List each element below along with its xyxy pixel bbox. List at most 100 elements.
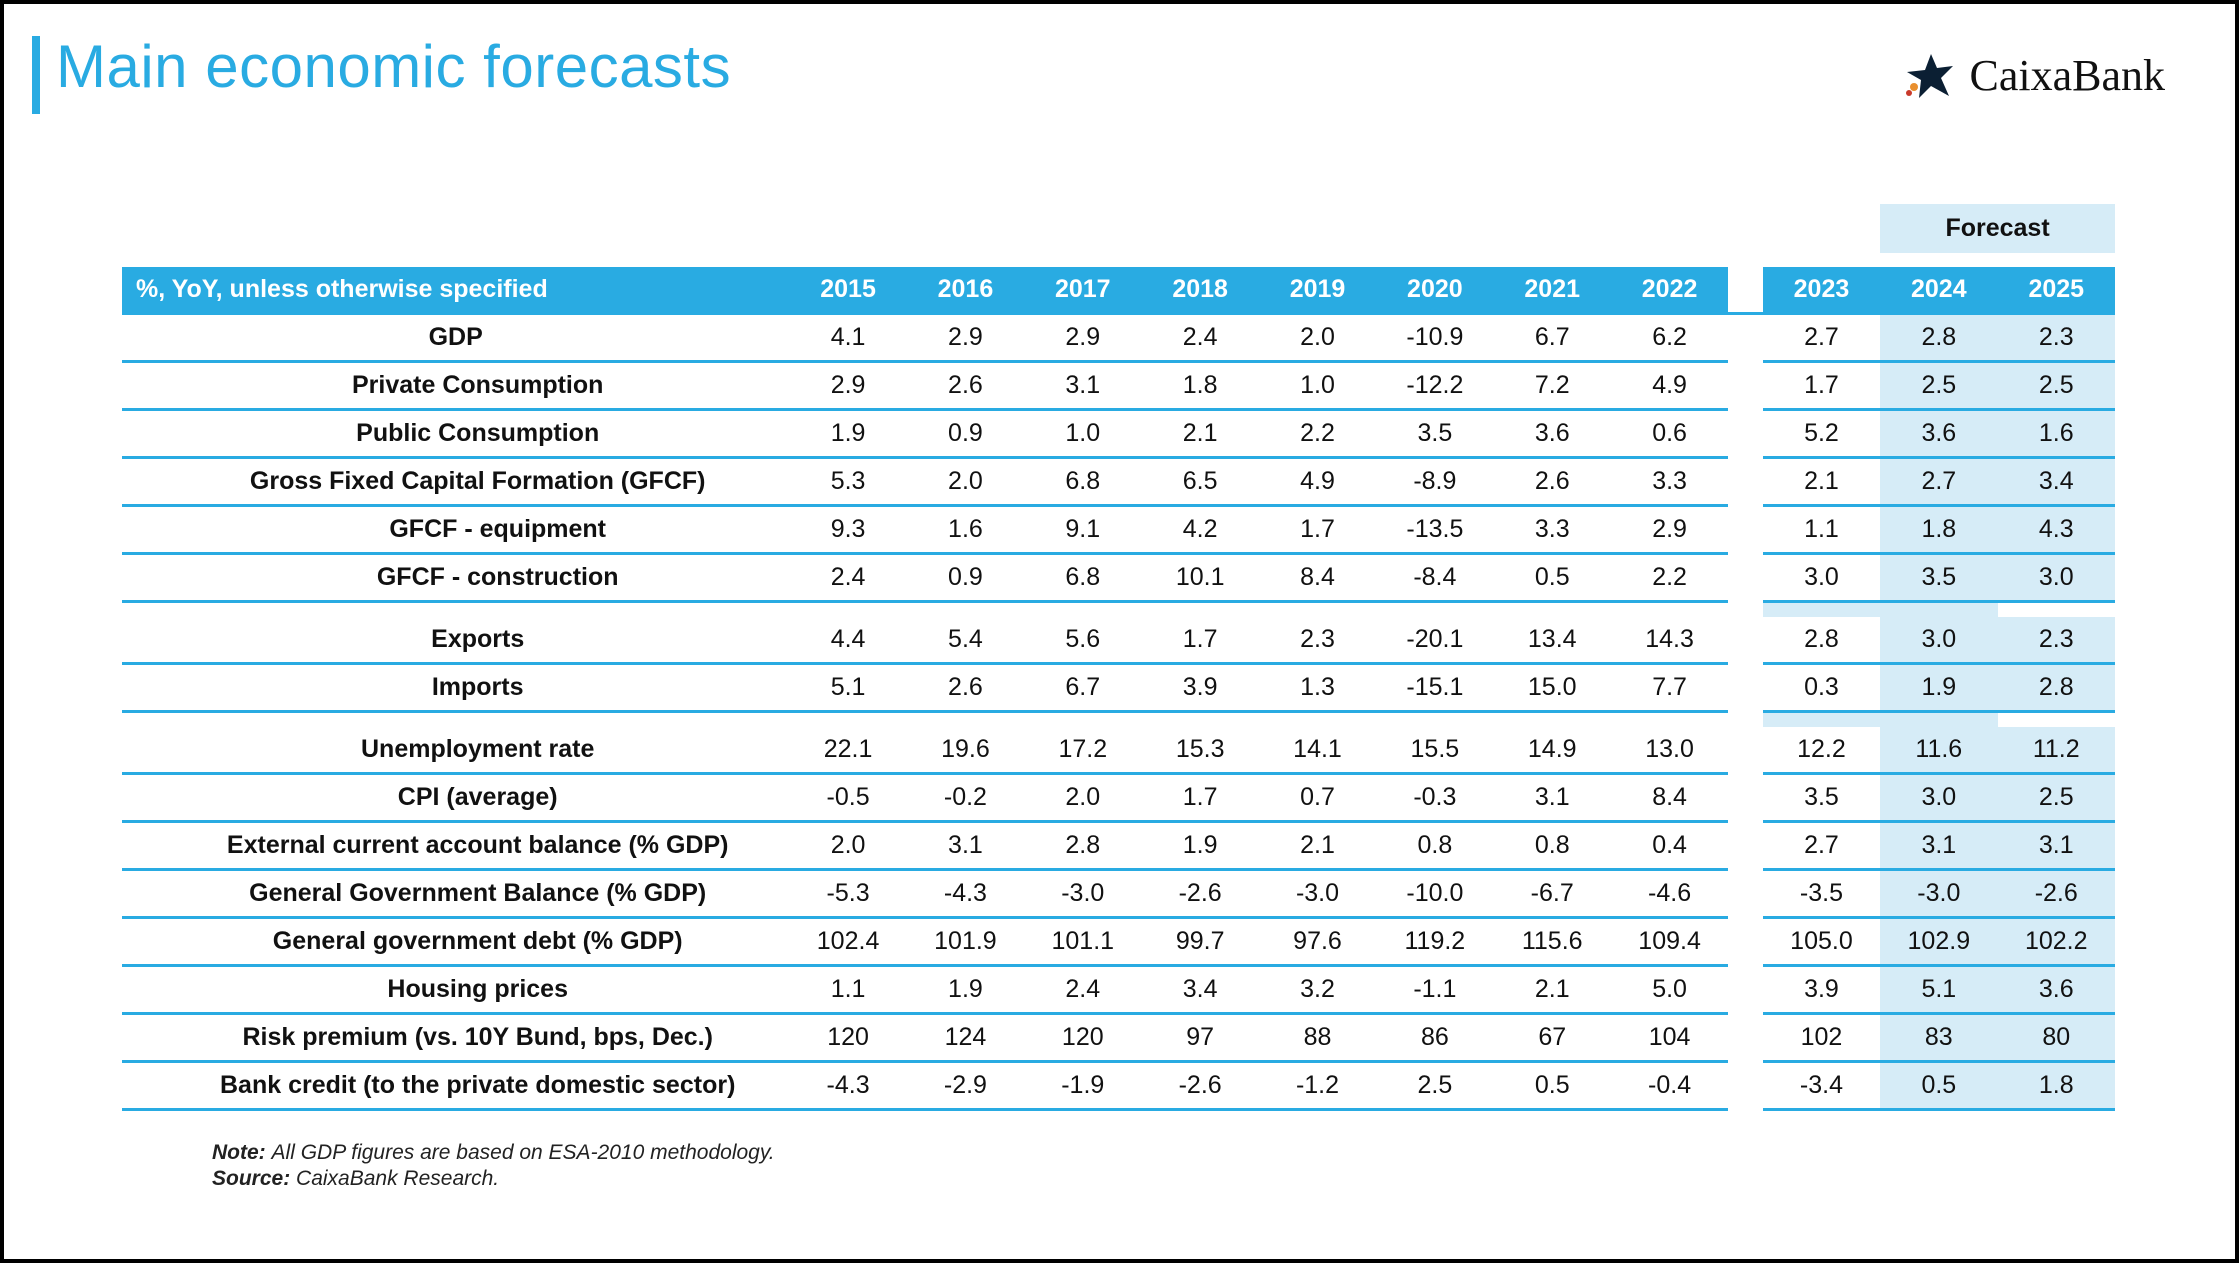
cell-value: 15.5 [1376,727,1493,774]
forecast-banner-row: Forecast [122,204,2115,253]
header-year: 2022 [1611,267,1728,314]
cell-forecast-value: 1.8 [1880,506,1997,554]
cell-value: -10.9 [1376,314,1493,362]
cell-value: 109.4 [1611,918,1728,966]
cell-value: 104 [1611,1014,1728,1062]
cell-value: 1.0 [1259,362,1376,410]
cell-forecast-value: 3.1 [1998,822,2116,870]
header-forecast-year: 2023 [1763,267,1880,314]
cell-value: 4.2 [1141,506,1258,554]
cell-gap [1728,410,1763,458]
cell-forecast-value: -3.5 [1763,870,1880,918]
table-row: Housing prices1.11.92.43.43.2-1.12.15.03… [122,966,2115,1014]
cell-value: 15.0 [1494,664,1611,712]
cell-forecast-value: 2.1 [1763,458,1880,506]
cell-gap [1728,458,1763,506]
cell-forecast-value: 3.1 [1880,822,1997,870]
cell-value: 5.1 [789,664,906,712]
cell-value: 115.6 [1494,918,1611,966]
cell-value: 2.5 [1376,1062,1493,1110]
cell-gap [1728,1014,1763,1062]
cell-value: -4.3 [907,870,1024,918]
cell-value: 5.4 [907,617,1024,664]
cell-value: 2.1 [1141,410,1258,458]
cell-forecast-value: 12.2 [1763,727,1880,774]
cell-forecast-value: 105.0 [1763,918,1880,966]
cell-value: -2.9 [907,1062,1024,1110]
cell-forecast-value: 2.7 [1763,822,1880,870]
cell-value: 10.1 [1141,554,1258,602]
cell-forecast-value: 3.5 [1880,554,1997,602]
table-row: External current account balance (% GDP)… [122,822,2115,870]
cell-value: 2.6 [907,664,1024,712]
cell-value: -2.6 [1141,1062,1258,1110]
cell-gap [1728,870,1763,918]
cell-value: -6.7 [1494,870,1611,918]
header-forecast-year: 2025 [1998,267,2116,314]
forecast-table-area: Forecast %, YoY, unless otherwise specif… [122,204,2115,1191]
cell-gap [1728,822,1763,870]
cell-value: 0.8 [1494,822,1611,870]
cell-value: 2.4 [1024,966,1141,1014]
row-label: Housing prices [122,966,789,1014]
cell-forecast-value: 3.6 [1880,410,1997,458]
row-label: Unemployment rate [122,727,789,774]
cell-value: 3.1 [1494,774,1611,822]
cell-value: 1.6 [907,506,1024,554]
cell-value: -10.0 [1376,870,1493,918]
cell-value: -12.2 [1376,362,1493,410]
cell-value: 3.4 [1141,966,1258,1014]
cell-gap [1728,664,1763,712]
cell-gap [1728,918,1763,966]
cell-forecast-value: 102.9 [1880,918,1997,966]
row-label: GDP [122,314,789,362]
cell-value: 3.2 [1259,966,1376,1014]
cell-forecast-value: -3.4 [1763,1062,1880,1110]
source-text: CaixaBank Research. [296,1167,499,1190]
table-row: Public Consumption1.90.91.02.12.23.53.60… [122,410,2115,458]
header-year: 2021 [1494,267,1611,314]
cell-forecast-value: 3.9 [1763,966,1880,1014]
cell-value: 8.4 [1259,554,1376,602]
cell-value: 2.9 [789,362,906,410]
table-row: Risk premium (vs. 10Y Bund, bps, Dec.)12… [122,1014,2115,1062]
cell-value: 6.8 [1024,458,1141,506]
cell-forecast-value: 1.9 [1880,664,1997,712]
cell-value: 13.0 [1611,727,1728,774]
cell-value: 0.7 [1259,774,1376,822]
cell-value: -5.3 [789,870,906,918]
cell-value: 6.7 [1024,664,1141,712]
table-row: CPI (average)-0.5-0.22.01.70.7-0.33.18.4… [122,774,2115,822]
brand-logo: CaixaBank [1903,50,2165,101]
source-label: Source: [212,1167,290,1190]
cell-forecast-value: 2.3 [1998,314,2116,362]
cell-forecast-value: 3.6 [1998,966,2116,1014]
cell-value: 14.3 [1611,617,1728,664]
page-title-wrap: Main economic forecasts [32,32,2175,114]
cell-value: 1.7 [1259,506,1376,554]
cell-forecast-value: 0.5 [1880,1062,1997,1110]
cell-value: 6.2 [1611,314,1728,362]
row-label: External current account balance (% GDP) [122,822,789,870]
cell-forecast-value: 2.5 [1998,774,2116,822]
table-row: GFCF - equipment9.31.69.14.21.7-13.53.32… [122,506,2115,554]
header-year: 2017 [1024,267,1141,314]
cell-forecast-value: 3.5 [1763,774,1880,822]
cell-value: 2.4 [789,554,906,602]
cell-gap [1728,617,1763,664]
section-spacer [122,602,2115,618]
cell-value: -1.9 [1024,1062,1141,1110]
cell-value: 2.0 [1024,774,1141,822]
cell-value: -8.4 [1376,554,1493,602]
cell-value: 0.5 [1494,554,1611,602]
cell-value: -2.6 [1141,870,1258,918]
table-row: Exports4.45.45.61.72.3-20.113.414.32.83.… [122,617,2115,664]
cell-value: 1.9 [789,410,906,458]
table-row: Bank credit (to the private domestic sec… [122,1062,2115,1110]
cell-value: 17.2 [1024,727,1141,774]
cell-forecast-value: 83 [1880,1014,1997,1062]
cell-forecast-value: 3.0 [1880,617,1997,664]
section-spacer [122,712,2115,728]
cell-value: 0.8 [1376,822,1493,870]
cell-forecast-value: 1.6 [1998,410,2116,458]
